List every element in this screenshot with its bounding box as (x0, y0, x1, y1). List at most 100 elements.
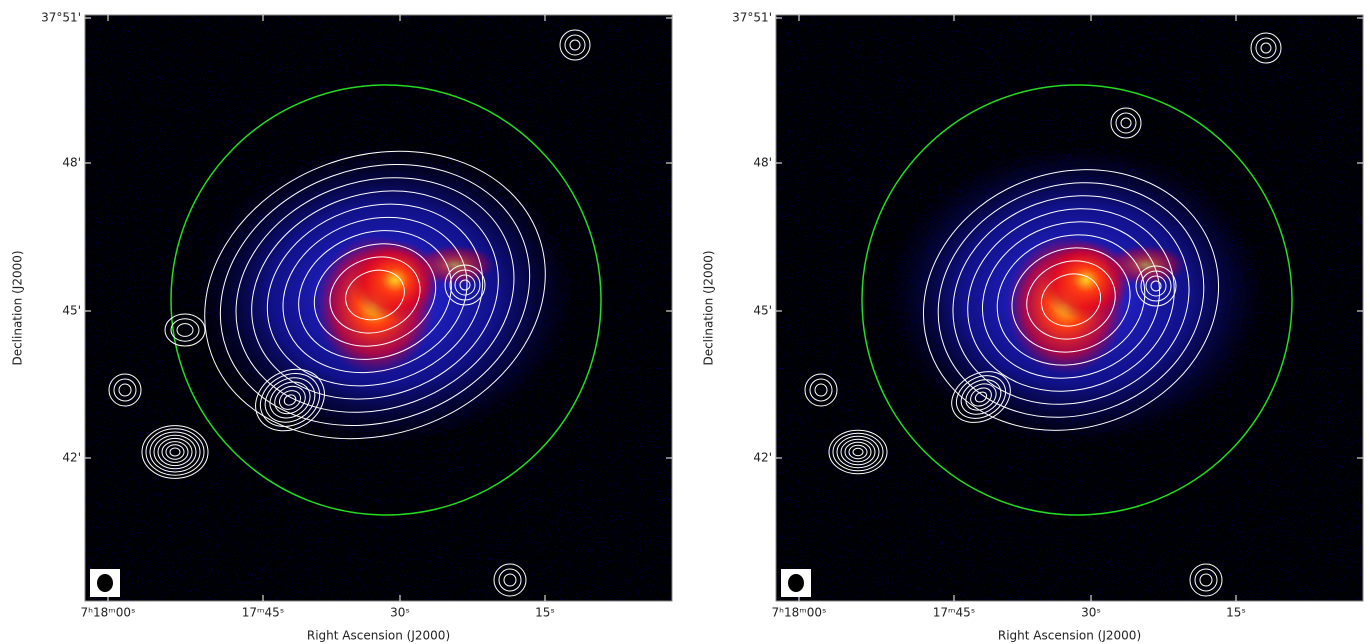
contour (955, 375, 1007, 419)
contour (1040, 273, 1102, 327)
contour (176, 323, 194, 337)
contour (922, 169, 1220, 431)
frame (84, 14, 673, 602)
sky-image (84, 14, 673, 602)
contour (170, 318, 200, 342)
y-tick-label: 42' (62, 451, 81, 465)
contour (974, 391, 988, 403)
contour (996, 234, 1146, 366)
contour (1140, 270, 1172, 302)
contour (493, 563, 527, 597)
contour (204, 150, 546, 440)
contour (559, 29, 591, 61)
beam (97, 574, 113, 592)
contour (832, 432, 884, 472)
contour (1194, 568, 1218, 592)
y-tick-label: 42' (753, 451, 772, 465)
contour (1026, 260, 1116, 340)
contour (165, 444, 185, 460)
contour (848, 444, 868, 460)
contour (840, 438, 876, 466)
contour (454, 274, 476, 296)
y-tick-label: 45' (62, 304, 81, 318)
x-tick-label: 17ᵐ45ˢ (242, 606, 285, 620)
contour (444, 264, 486, 306)
contour (809, 378, 833, 402)
contour (255, 368, 325, 432)
contour (981, 221, 1161, 379)
contour (157, 437, 193, 467)
x-tick-label: 30ˢ (1081, 606, 1101, 620)
contour (313, 243, 437, 347)
contour (259, 373, 321, 427)
contour (828, 429, 888, 475)
contour (274, 385, 306, 415)
contour (844, 441, 872, 463)
contour (1255, 37, 1277, 59)
contour (965, 383, 997, 411)
contour (266, 203, 484, 387)
x-axis-label: Right Ascension (J2000) (307, 629, 450, 643)
contour (145, 428, 205, 476)
x-tick-label: 15ˢ (1226, 606, 1246, 620)
contour (1260, 42, 1272, 54)
contour (345, 269, 405, 321)
beam (788, 574, 804, 592)
xray-core (415, 245, 495, 285)
contour (219, 164, 531, 426)
contour (251, 190, 499, 400)
contour (569, 39, 581, 51)
frame (775, 14, 1364, 602)
x-tick-label: 7ʰ18ᵐ00ˢ (772, 606, 827, 620)
x-axis-label: Right Ascension (J2000) (998, 629, 1141, 643)
sky-image (775, 14, 1364, 602)
contour (564, 34, 586, 56)
x-tick-label: 30ˢ (390, 606, 410, 620)
x-tick-label: 15ˢ (535, 606, 555, 620)
contour (951, 371, 1011, 423)
contour (937, 182, 1205, 418)
contour (1135, 265, 1177, 307)
contour (269, 381, 311, 419)
aperture-circle (861, 84, 1293, 516)
contour (298, 230, 452, 360)
y-tick-label: 37°51' (41, 11, 81, 25)
contour (153, 434, 197, 470)
contour (967, 208, 1175, 392)
y-tick-label: 48' (753, 156, 772, 170)
contour (1145, 275, 1167, 297)
contour (235, 177, 515, 413)
contour (1110, 107, 1142, 139)
contour (449, 269, 481, 301)
contour (283, 394, 297, 406)
contour (108, 373, 142, 407)
contour (329, 256, 421, 334)
contour (1115, 112, 1137, 134)
y-axis-label: Declination (J2000) (11, 250, 25, 365)
contour (282, 216, 468, 374)
contour (1120, 117, 1132, 129)
contour (814, 383, 828, 397)
contour (503, 573, 517, 587)
contour (952, 195, 1190, 405)
contour (149, 431, 201, 473)
contour (852, 447, 864, 457)
y-tick-label: 45' (753, 304, 772, 318)
contour (169, 447, 181, 457)
contour (161, 441, 189, 463)
contour (1189, 563, 1223, 597)
contour (279, 390, 301, 410)
contour (970, 387, 992, 407)
contour (1011, 247, 1131, 353)
contour (264, 377, 316, 423)
contour (836, 435, 880, 469)
contour (459, 279, 471, 291)
contour (164, 313, 206, 347)
contour (1150, 280, 1162, 292)
aperture-circle (170, 84, 602, 516)
contour (1199, 573, 1213, 587)
contour (113, 378, 137, 402)
